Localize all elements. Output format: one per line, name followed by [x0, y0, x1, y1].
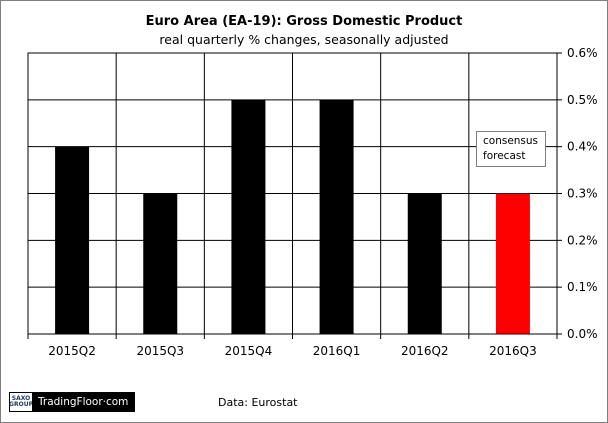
x-tick-label: 2015Q2: [48, 344, 96, 358]
tradingfloor-brand: TradingFloor·com: [32, 393, 135, 411]
y-tick-label: 0.4%: [567, 140, 598, 154]
chart-subtitle: real quarterly % changes, seasonally adj…: [159, 32, 449, 47]
axes: [27, 52, 562, 339]
x-tick-label: 2015Q3: [136, 344, 184, 358]
y-tick-label: 0.0%: [567, 327, 598, 341]
bar-2016Q1: [319, 99, 354, 334]
saxo-group-logo: SAXO GROUP: [9, 393, 33, 411]
x-tick-labels: 2015Q2 2015Q3 2015Q4 2016Q1 2016Q2 2016Q3: [48, 344, 536, 358]
y-tick-labels: 0.0% 0.1% 0.2% 0.3% 0.4% 0.5% 0.6%: [567, 46, 598, 341]
x-tick-label: 2016Q2: [401, 344, 449, 358]
data-source: Data: Eurostat: [218, 396, 298, 409]
saxo-text: SAXO: [11, 395, 31, 402]
plot-border: [27, 52, 558, 335]
grid-lines: [27, 52, 558, 335]
bar-2015Q4: [231, 99, 266, 334]
y-tick-label: 0.5%: [567, 93, 598, 107]
group-text: GROUP: [9, 401, 33, 408]
x-tick-label: 2016Q3: [489, 344, 537, 358]
tradingfloor-logo: SAXO GROUP TradingFloor·com: [9, 392, 136, 412]
bar-2016Q3: [495, 193, 530, 334]
bar-2016Q2: [407, 193, 442, 334]
y-tick-label: 0.1%: [567, 280, 598, 294]
x-tick-label: 2016Q1: [313, 344, 361, 358]
y-tick-label: 0.3%: [567, 187, 598, 201]
y-tick-label: 0.6%: [567, 46, 598, 60]
consensus-forecast-note: consensus forecast: [476, 131, 546, 167]
bar-2015Q3: [143, 193, 178, 334]
annotation-line-1: consensus: [483, 135, 539, 147]
x-tick-label: 2015Q4: [225, 344, 273, 358]
bars: [55, 99, 530, 334]
chart-title: Euro Area (EA-19): Gross Domestic Produc…: [145, 14, 463, 29]
bar-2015Q2: [55, 146, 90, 334]
y-tick-label: 0.2%: [567, 233, 598, 247]
annotation-line-2: forecast: [483, 150, 526, 162]
